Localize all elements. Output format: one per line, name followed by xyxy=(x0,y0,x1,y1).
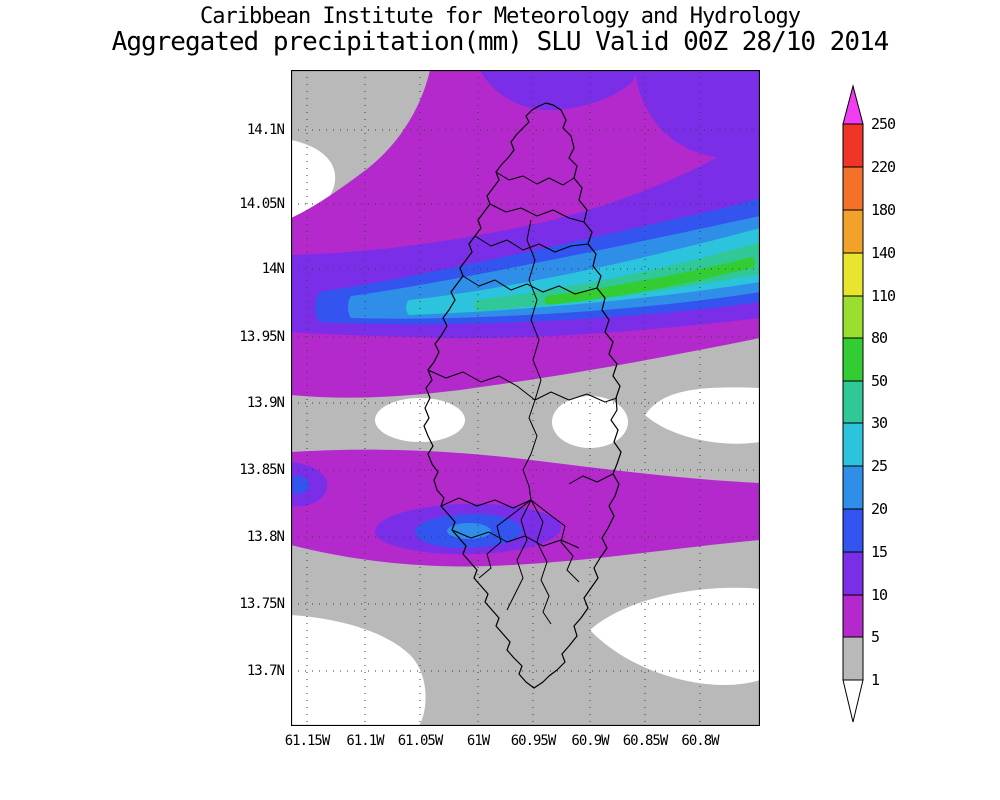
colorbar-segment xyxy=(842,123,864,168)
colorbar-segment xyxy=(842,465,864,510)
institute-title: Caribbean Institute for Meteorology and … xyxy=(199,4,801,29)
colorbar-arrow-top xyxy=(842,84,864,125)
precipitation-colorbar xyxy=(842,84,864,723)
y-tick-label: 13.75N xyxy=(239,596,285,612)
district-boundary-lines xyxy=(427,171,618,625)
x-tick-label: 61.15W xyxy=(284,733,331,749)
colorbar-arrow-bottom xyxy=(842,679,864,723)
y-tick-label: 14.05N xyxy=(239,196,285,212)
colorbar-segment xyxy=(842,594,864,638)
y-tick-label: 13.95N xyxy=(239,329,285,345)
contour-lower-cores xyxy=(291,462,562,555)
contour-below-1-regions xyxy=(291,140,760,726)
colorbar-label: 180 xyxy=(871,201,896,219)
colorbar-label: 140 xyxy=(871,244,896,262)
colorbar-segment xyxy=(842,209,864,254)
y-tick-label: 13.7N xyxy=(246,663,285,679)
colorbar-label: 20 xyxy=(871,500,888,518)
colorbar-segment xyxy=(842,337,864,382)
y-tick-label: 14.1N xyxy=(246,122,285,138)
y-tick-label: 13.8N xyxy=(246,529,285,545)
colorbar-segment xyxy=(842,166,864,211)
saint-lucia-outline xyxy=(423,102,622,689)
colorbar-segment xyxy=(842,295,864,339)
contour-25-30-band xyxy=(406,228,760,315)
x-tick-label: 61.1W xyxy=(346,733,384,749)
colorbar-label: 50 xyxy=(871,372,888,390)
colorbar-label: 1 xyxy=(871,671,880,689)
colorbar-label: 10 xyxy=(871,586,888,604)
colorbar-segment xyxy=(842,508,864,553)
colorbar-label: 30 xyxy=(871,414,888,432)
x-tick-label: 60.85W xyxy=(622,733,669,749)
x-tick-label: 61.05W xyxy=(397,733,444,749)
y-tick-label: 14N xyxy=(261,261,285,277)
gridlines xyxy=(291,70,760,726)
colorbar-label: 25 xyxy=(871,457,888,475)
colorbar-segment xyxy=(842,551,864,596)
colorbar-segment xyxy=(842,422,864,467)
colorbar-label: 250 xyxy=(871,115,896,133)
x-tick-label: 60.8W xyxy=(681,733,719,749)
colorbar-label: 110 xyxy=(871,287,896,305)
y-tick-label: 13.85N xyxy=(239,462,285,478)
colorbar-label: 220 xyxy=(871,158,896,176)
contour-30-50-band xyxy=(474,242,760,311)
x-tick-label: 60.95W xyxy=(510,733,557,749)
plot-border xyxy=(291,70,760,726)
precipitation-contour-map xyxy=(291,70,760,726)
colorbar-label: 80 xyxy=(871,329,888,347)
colorbar-label: 5 xyxy=(871,628,880,646)
colorbar-segment xyxy=(842,252,864,297)
plot-title: Aggregated precipitation(mm) SLU Valid 0… xyxy=(111,27,890,57)
colorbar-segment xyxy=(842,380,864,424)
contour-50-80-core xyxy=(544,257,755,305)
x-tick-label: 60.9W xyxy=(571,733,609,749)
colorbar-label: 15 xyxy=(871,543,888,561)
y-tick-label: 13.9N xyxy=(246,395,285,411)
x-tick-label: 61W xyxy=(466,733,490,749)
colorbar-segment xyxy=(842,636,864,681)
